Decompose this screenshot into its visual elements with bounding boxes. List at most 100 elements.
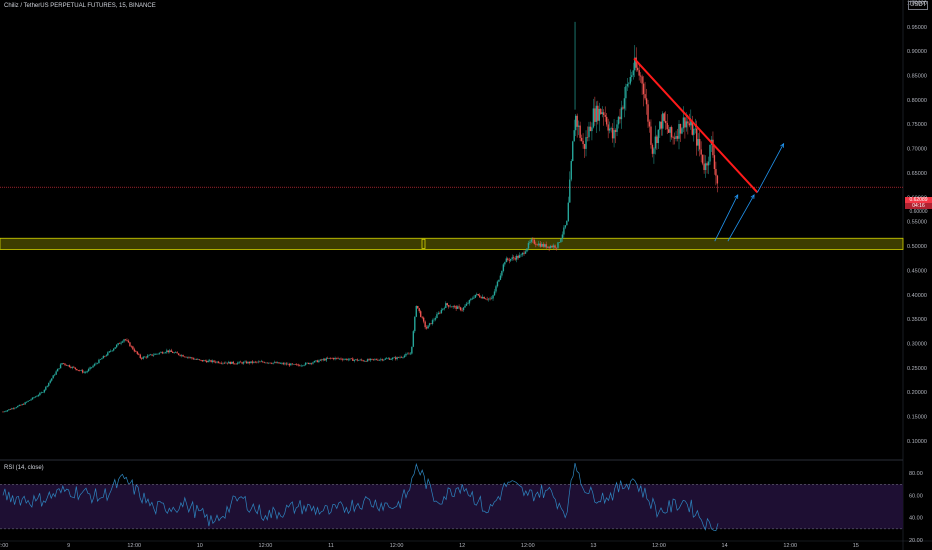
x-tick-label: 12:00 [127,543,141,549]
x-tick-label: 12 [459,543,465,549]
candle-body [151,354,153,356]
candle-body [698,139,701,150]
candle-body [25,401,28,403]
candle-body [451,306,453,308]
candle-body [703,163,705,170]
candle-body [641,76,643,84]
candle-body [653,148,655,154]
candle-body [105,355,108,357]
candle-body [52,375,54,379]
candle-body [148,354,150,356]
candle-body [564,225,567,228]
candle-body [603,112,605,115]
candle-body [337,358,339,359]
candle-body [425,327,428,329]
candle-body [626,83,629,87]
projection-arrow-head [750,194,755,199]
candle-body [439,312,441,314]
candle-body [111,350,113,352]
candle-body [332,358,335,360]
candle-body [473,297,475,299]
candle-body [377,359,379,361]
candle-body [448,305,450,307]
candle-body [180,355,183,356]
candle-body [635,57,637,68]
candle-body [636,67,639,71]
candle-body [670,127,673,138]
candle-body [64,363,66,365]
candle-body [495,286,497,292]
candle-body [605,116,608,125]
candle-body [154,353,156,355]
candle-body [123,339,125,342]
candle-body [36,396,38,397]
candle-body [114,347,116,349]
candle-body [493,291,496,296]
candle-body [623,98,626,109]
candle-body [666,123,668,130]
candle-body [532,239,534,241]
candle-body [262,361,264,363]
candle-body [189,357,192,358]
candle-body [121,341,124,343]
candle-body [396,357,398,360]
candle-body [194,359,196,360]
candle-body [234,363,236,365]
candle-body [130,346,133,347]
candle-body [40,392,43,394]
candle-body [166,350,168,353]
candle-body [604,114,606,117]
candle-body [245,361,248,364]
candle-body [182,355,184,357]
candle-body [71,366,74,368]
candle-body [650,126,652,145]
projection-arrow [727,194,755,242]
candle-body [341,359,344,360]
candle-body [480,297,482,299]
candle-body [552,245,555,248]
candle-body [281,363,283,364]
candle-body [656,136,658,144]
currency-selector[interactable]: USDT [908,1,929,10]
candle-body [449,306,451,308]
candle-body [470,298,472,300]
candle-body [574,115,577,131]
candle-body [595,105,598,122]
candle-body [694,128,696,130]
candle-body [343,359,345,360]
candle-body [176,352,178,354]
candle-body [110,350,112,352]
candle-body [303,364,305,366]
candle-body [639,75,642,77]
candle-body [598,108,601,121]
candle-body [256,361,258,363]
x-tick-label: 2:00 [0,543,8,549]
candle-body [713,155,716,170]
candle-body [53,374,56,376]
candle-body [51,378,53,381]
candle-body [33,397,35,399]
candle-body [631,75,633,78]
candle-body [667,129,670,133]
candle-body [92,365,94,368]
candle-body [471,298,474,300]
y-tick-label: 0.35000 [907,317,927,323]
candle-body [634,57,636,71]
x-tick-label: 14 [722,543,728,549]
candle-body [99,359,102,360]
y-tick-label: 0.45000 [907,268,927,274]
candle-body [260,361,262,363]
candle-body [526,248,528,252]
candle-body [610,128,612,129]
candle-body [133,349,136,352]
candle-body [510,258,512,261]
candle-body [632,70,634,76]
candle-body [417,305,419,309]
candle-body [369,358,372,361]
candle-body [619,116,621,120]
y-tick-label: 0.75000 [907,122,927,128]
candle-body [158,352,161,354]
candle-body [687,121,689,124]
candle-body [319,359,322,361]
